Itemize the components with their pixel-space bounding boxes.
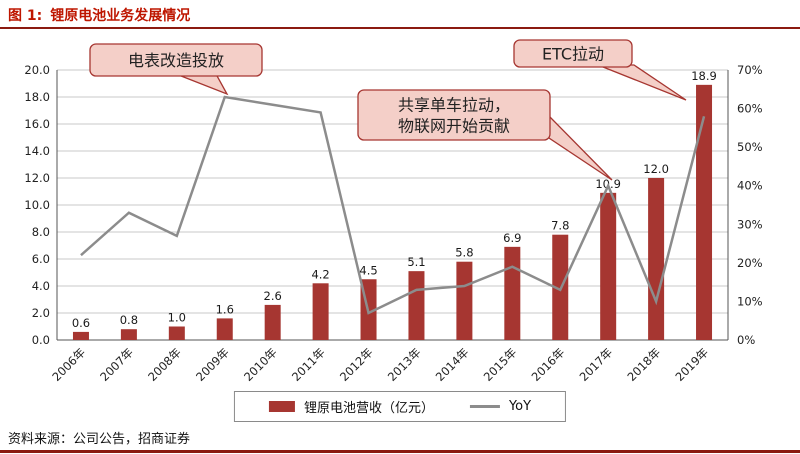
svg-text:18.9: 18.9 <box>691 69 717 83</box>
bar-swatch-icon <box>268 401 295 412</box>
title-divider <box>0 27 800 29</box>
svg-text:6.0: 6.0 <box>32 252 50 266</box>
svg-text:0.6: 0.6 <box>72 316 90 330</box>
svg-text:物联网开始贡献: 物联网开始贡献 <box>398 117 510 136</box>
svg-text:20%: 20% <box>737 256 763 270</box>
legend-revenue-label: 锂原电池营收（亿元） <box>303 401 434 416</box>
svg-text:20.0: 20.0 <box>24 63 50 77</box>
svg-text:共享单车拉动，: 共享单车拉动， <box>398 96 510 115</box>
svg-text:2014年: 2014年 <box>433 345 472 384</box>
svg-text:70%: 70% <box>737 63 763 77</box>
chart-legend: 锂原电池营收（亿元） YoY <box>233 391 567 422</box>
svg-text:0%: 0% <box>737 333 755 347</box>
svg-text:2011年: 2011年 <box>289 345 328 384</box>
svg-text:4.0: 4.0 <box>32 279 50 293</box>
legend-item-revenue: 锂原电池营收（亿元） <box>268 397 434 416</box>
svg-text:18.0: 18.0 <box>24 90 50 104</box>
figure-label: 图 1: <box>8 8 43 24</box>
svg-text:16.0: 16.0 <box>24 117 50 131</box>
svg-text:7.8: 7.8 <box>551 219 569 233</box>
svg-text:2018年: 2018年 <box>624 345 663 384</box>
svg-text:4.2: 4.2 <box>311 267 329 281</box>
svg-text:2.6: 2.6 <box>264 289 282 303</box>
svg-text:0.8: 0.8 <box>120 313 138 327</box>
svg-text:50%: 50% <box>737 140 763 154</box>
svg-text:ETC拉动: ETC拉动 <box>542 45 604 64</box>
svg-text:60%: 60% <box>737 102 763 116</box>
svg-text:8.0: 8.0 <box>32 225 50 239</box>
footer-divider <box>0 450 800 453</box>
svg-text:1.0: 1.0 <box>168 311 186 325</box>
svg-text:10.0: 10.0 <box>24 198 50 212</box>
svg-text:40%: 40% <box>737 179 763 193</box>
svg-text:2015年: 2015年 <box>481 345 520 384</box>
svg-text:2006年: 2006年 <box>49 345 88 384</box>
svg-text:5.8: 5.8 <box>455 246 473 260</box>
bar-line-chart: 0.0 2.0 4.0 6.0 8.0 10.0 12.0 14.0 16.0 18.0 20.0 0… <box>24 39 763 384</box>
line-swatch-icon <box>469 405 500 408</box>
svg-text:2.0: 2.0 <box>32 306 50 320</box>
svg-text:0.0: 0.0 <box>32 333 50 347</box>
svg-text:2007年: 2007年 <box>97 345 136 384</box>
svg-text:2017年: 2017年 <box>577 345 616 384</box>
svg-text:电表改造投放: 电表改造投放 <box>128 51 224 70</box>
svg-text:2008年: 2008年 <box>145 345 184 384</box>
svg-text:12.0: 12.0 <box>643 162 669 176</box>
source-note: 资料来源：公司公告，招商证券 <box>8 432 191 447</box>
svg-text:1.6: 1.6 <box>216 302 234 316</box>
svg-text:2009年: 2009年 <box>193 345 232 384</box>
svg-text:30%: 30% <box>737 217 763 231</box>
svg-text:5.1: 5.1 <box>407 255 425 269</box>
svg-text:10%: 10% <box>737 294 763 308</box>
figure-header: 图 1: 锂原电池业务发展情况 <box>8 5 190 25</box>
legend-yoy-label: YoY <box>508 399 532 414</box>
svg-text:6.9: 6.9 <box>503 231 521 245</box>
svg-text:4.5: 4.5 <box>359 263 377 277</box>
svg-text:2013年: 2013年 <box>385 345 424 384</box>
svg-text:12.0: 12.0 <box>24 171 50 185</box>
svg-text:2010年: 2010年 <box>241 345 280 384</box>
legend-item-yoy: YoY <box>469 399 532 414</box>
svg-text:14.0: 14.0 <box>24 144 50 158</box>
figure-title: 锂原电池业务发展情况 <box>50 8 191 24</box>
svg-text:2012年: 2012年 <box>337 345 376 384</box>
svg-text:2019年: 2019年 <box>672 345 711 384</box>
svg-text:2016年: 2016年 <box>529 345 568 384</box>
